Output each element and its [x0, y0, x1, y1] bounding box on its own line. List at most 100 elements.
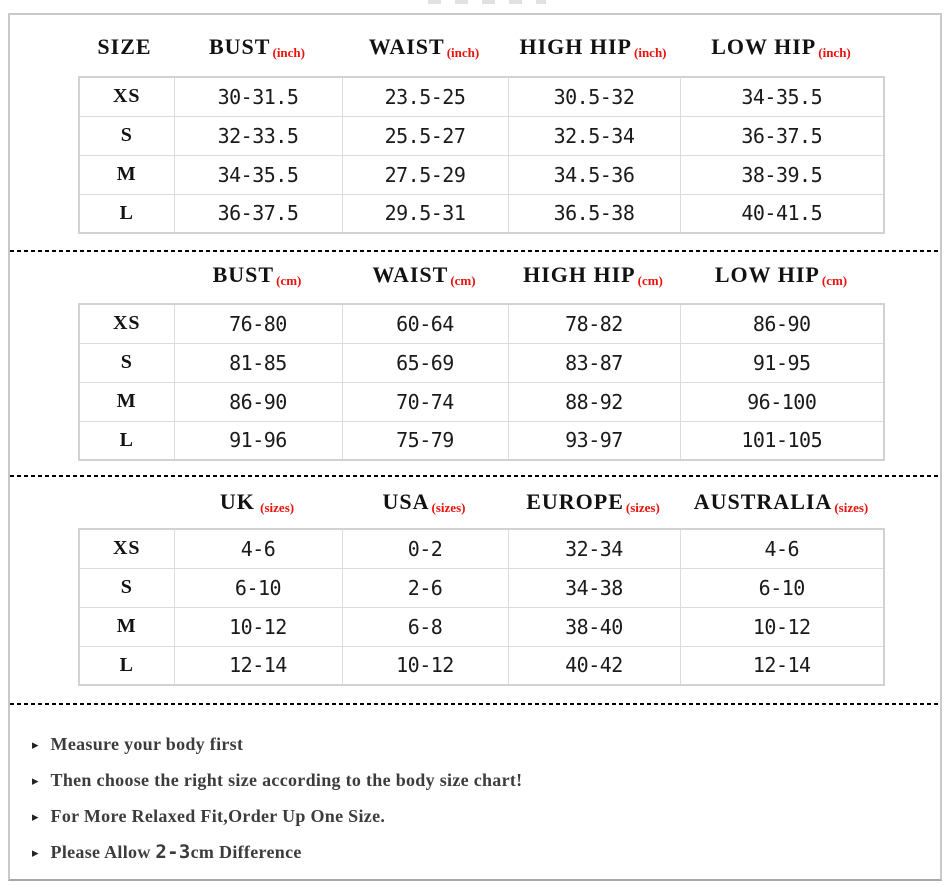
value-cell: 4-6 — [173, 528, 343, 569]
value-cell: 23.5-25 — [341, 76, 509, 117]
column-header-usa: USA (sizes) — [341, 480, 507, 524]
size-cell: L — [78, 420, 175, 461]
unit-subscript: (inch) — [272, 45, 305, 60]
note-text: Then choose the right size according to … — [51, 769, 523, 791]
table-row: S 6-10 2-6 34-38 6-10 — [78, 567, 885, 608]
value-cell: 6-10 — [679, 567, 885, 608]
column-header-high-hip: HIGH HIP (inch) — [507, 25, 679, 69]
dashed-divider — [10, 703, 940, 705]
value-cell: 38-39.5 — [679, 154, 885, 195]
value-cell: 86-90 — [679, 303, 885, 344]
column-header-label: AUSTRALIA — [693, 489, 833, 514]
column-header-label: USA — [382, 489, 430, 514]
unit-subscript: (sizes) — [834, 500, 869, 515]
column-header-low-hip: LOW HIP (cm) — [679, 253, 883, 297]
value-cell: 36-37.5 — [173, 193, 343, 234]
value-cell: 25.5-27 — [341, 115, 509, 156]
size-cell: XS — [78, 528, 175, 569]
value-cell: 76-80 — [173, 303, 343, 344]
size-cell: M — [78, 154, 175, 195]
value-cell: 75-79 — [341, 420, 509, 461]
note-text-segment: Measure your body first — [50, 734, 244, 754]
table-row: L 12-14 10-12 40-42 12-14 — [78, 645, 885, 686]
column-header-label: LOW HIP — [714, 262, 820, 287]
value-cell: 83-87 — [507, 342, 681, 383]
column-header-label: BUST — [212, 262, 275, 287]
value-cell: 91-95 — [679, 342, 885, 383]
size-cell: M — [78, 606, 175, 647]
table-row: M 10-12 6-8 38-40 10-12 — [78, 606, 885, 647]
table-row: S 81-85 65-69 83-87 91-95 — [78, 342, 885, 383]
value-cell: 78-82 — [507, 303, 681, 344]
note-text-segment: For More Relaxed Fit,Order Up One Size. — [50, 806, 386, 826]
value-cell: 2-6 — [341, 567, 509, 608]
column-header-bust: BUST (inch) — [173, 25, 341, 69]
value-cell: 6-10 — [173, 567, 343, 608]
note-text-segment: Then choose the right size according to … — [50, 770, 523, 790]
column-header-high-hip: HIGH HIP (cm) — [507, 253, 679, 297]
table-row: L 91-96 75-79 93-97 101-105 — [78, 420, 885, 461]
table-row: XS 4-6 0-2 32-34 4-6 — [78, 528, 885, 569]
column-header-bust: BUST (cm) — [173, 253, 341, 297]
size-cell: S — [78, 567, 175, 608]
column-header-low-hip: LOW HIP (inch) — [679, 25, 883, 69]
table-row: XS 30-31.5 23.5-25 30.5-32 34-35.5 — [78, 76, 885, 117]
column-header-label: EUROPE — [526, 489, 624, 514]
unit-subscript: (sizes) — [625, 500, 660, 515]
value-cell: 12-14 — [173, 645, 343, 686]
column-header-europe: EUROPE (sizes) — [507, 480, 679, 524]
table-row: XS 76-80 60-64 78-82 86-90 — [78, 303, 885, 344]
value-cell: 4-6 — [679, 528, 885, 569]
notes-list: ▸ Measure your body first ▸ Then choose … — [32, 726, 912, 870]
note-text-segment: Please Allow — [50, 842, 156, 862]
column-header-label: UK — [219, 489, 255, 514]
column-header-size: SIZE — [78, 25, 173, 69]
note-text-segment: cm Difference — [190, 842, 302, 862]
value-cell: 30-31.5 — [173, 76, 343, 117]
value-cell: 34-35.5 — [173, 154, 343, 195]
header-row-sizes: UK (sizes) USA (sizes) EUROPE (sizes) AUST… — [78, 480, 883, 524]
unit-subscript: (cm) — [637, 273, 663, 288]
value-cell: 96-100 — [679, 381, 885, 422]
header-row-inch: SIZE BUST (inch) WAIST (inch) HIGH HIP (inc… — [78, 25, 883, 69]
unit-subscript: (inch) — [818, 45, 851, 60]
cropped-title-remnant — [428, 0, 546, 4]
value-cell: 29.5-31 — [341, 193, 509, 234]
table-row: M 86-90 70-74 88-92 96-100 — [78, 381, 885, 422]
column-header-label: SIZE — [97, 34, 152, 59]
value-cell: 32.5-34 — [507, 115, 681, 156]
value-cell: 34.5-36 — [507, 154, 681, 195]
note-text-mono-segment: 2-3 — [155, 841, 191, 863]
unit-subscript: (cm) — [276, 273, 302, 288]
value-cell: 86-90 — [173, 381, 343, 422]
value-cell: 65-69 — [341, 342, 509, 383]
value-cell: 6-8 — [341, 606, 509, 647]
column-header-label: HIGH HIP — [523, 262, 636, 287]
size-table-sizes: XS 4-6 0-2 32-34 4-6 S 6-10 2-6 34-38 6-… — [78, 528, 885, 686]
size-cell: M — [78, 381, 175, 422]
dashed-divider — [10, 475, 940, 477]
value-cell: 88-92 — [507, 381, 681, 422]
value-cell: 101-105 — [679, 420, 885, 461]
column-header-label: LOW HIP — [711, 34, 817, 59]
column-header-label: HIGH HIP — [519, 34, 632, 59]
size-cell: L — [78, 193, 175, 234]
unit-subscript: (inch) — [446, 45, 480, 60]
unit-subscript: (inch) — [634, 45, 667, 60]
unit-subscript: (sizes) — [256, 500, 295, 515]
value-cell: 36.5-38 — [507, 193, 681, 234]
value-cell: 10-12 — [341, 645, 509, 686]
value-cell: 81-85 — [173, 342, 343, 383]
note-text: Measure your body first — [51, 733, 244, 755]
value-cell: 36-37.5 — [679, 115, 885, 156]
value-cell: 0-2 — [341, 528, 509, 569]
value-cell: 12-14 — [679, 645, 885, 686]
size-table-cm: XS 76-80 60-64 78-82 86-90 S 81-85 65-69… — [78, 303, 885, 461]
value-cell: 30.5-32 — [507, 76, 681, 117]
value-cell: 91-96 — [173, 420, 343, 461]
size-cell: XS — [78, 303, 175, 344]
note-item: ▸ Measure your body first — [32, 726, 912, 762]
column-header-empty — [78, 253, 173, 297]
size-cell: S — [78, 342, 175, 383]
note-item: ▸ Then choose the right size according t… — [32, 762, 912, 798]
